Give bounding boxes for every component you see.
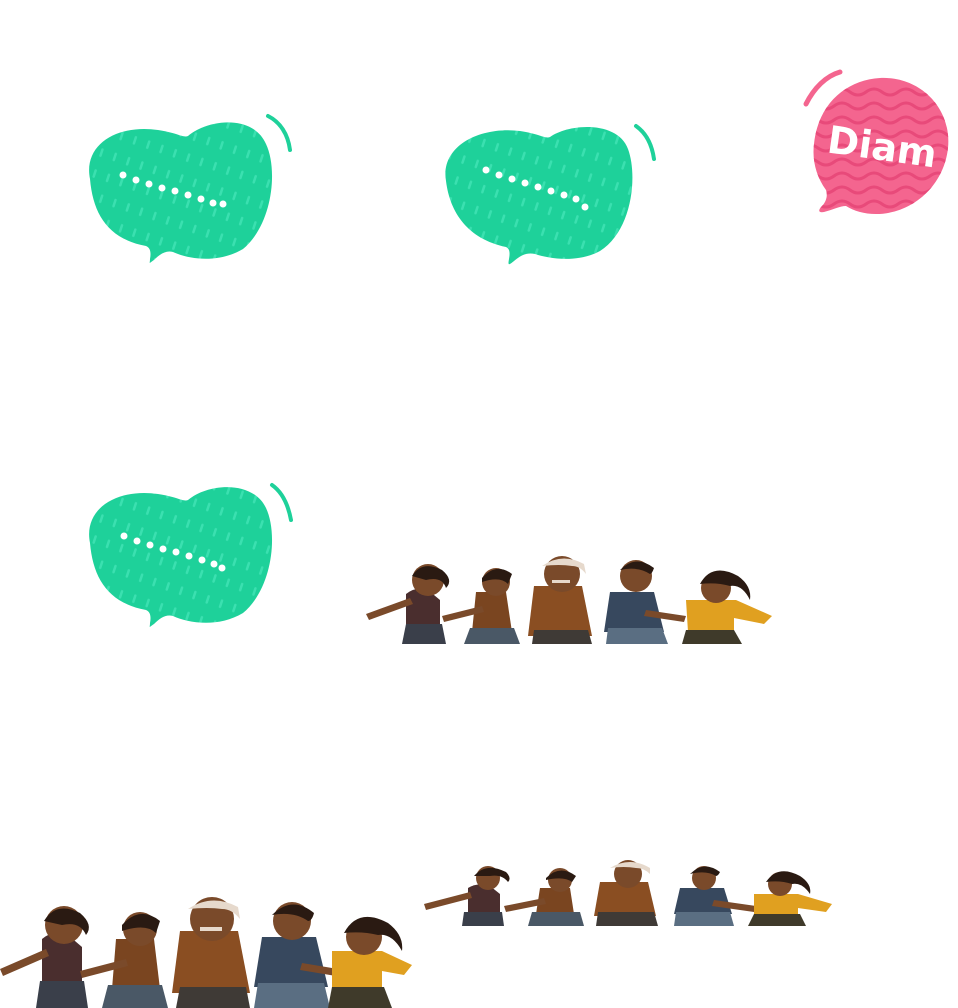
typing-dots <box>119 171 227 208</box>
green-speech-bubble-sticker-1 <box>78 114 298 269</box>
typing-dots <box>120 532 226 572</box>
pink-speech-bubble-sticker: Diam <box>802 68 952 216</box>
person <box>366 564 450 644</box>
speech-bubble-icon: Diam <box>803 69 949 214</box>
speech-bubble-icon <box>89 483 293 627</box>
people-group-sticker-2 <box>424 860 834 926</box>
speech-bubble-icon <box>89 114 292 263</box>
people-group-sticker-1 <box>366 554 778 644</box>
speech-bubble-icon <box>445 124 656 265</box>
typing-dots <box>482 166 589 211</box>
people-group-icon <box>366 556 772 644</box>
green-speech-bubble-sticker-2 <box>440 121 662 266</box>
green-speech-bubble-sticker-3 <box>78 480 298 630</box>
people-group-icon <box>424 860 832 926</box>
people-group-sticker-3 <box>0 895 416 1008</box>
people-group-icon <box>0 897 412 1008</box>
